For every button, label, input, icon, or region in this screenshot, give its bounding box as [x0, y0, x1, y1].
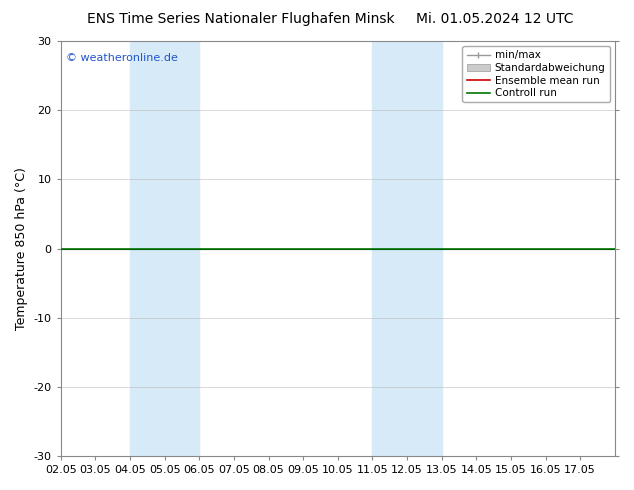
Bar [130, 41, 199, 456]
Y-axis label: Temperature 850 hPa (°C): Temperature 850 hPa (°C) [15, 167, 28, 330]
Text: ENS Time Series Nationaler Flughafen Minsk: ENS Time Series Nationaler Flughafen Min… [87, 12, 395, 26]
Text: © weatheronline.de: © weatheronline.de [66, 53, 178, 64]
Legend: min/max, Standardabweichung, Ensemble mean run, Controll run: min/max, Standardabweichung, Ensemble me… [462, 46, 610, 102]
Bar [372, 41, 442, 456]
Text: Mi. 01.05.2024 12 UTC: Mi. 01.05.2024 12 UTC [416, 12, 573, 26]
